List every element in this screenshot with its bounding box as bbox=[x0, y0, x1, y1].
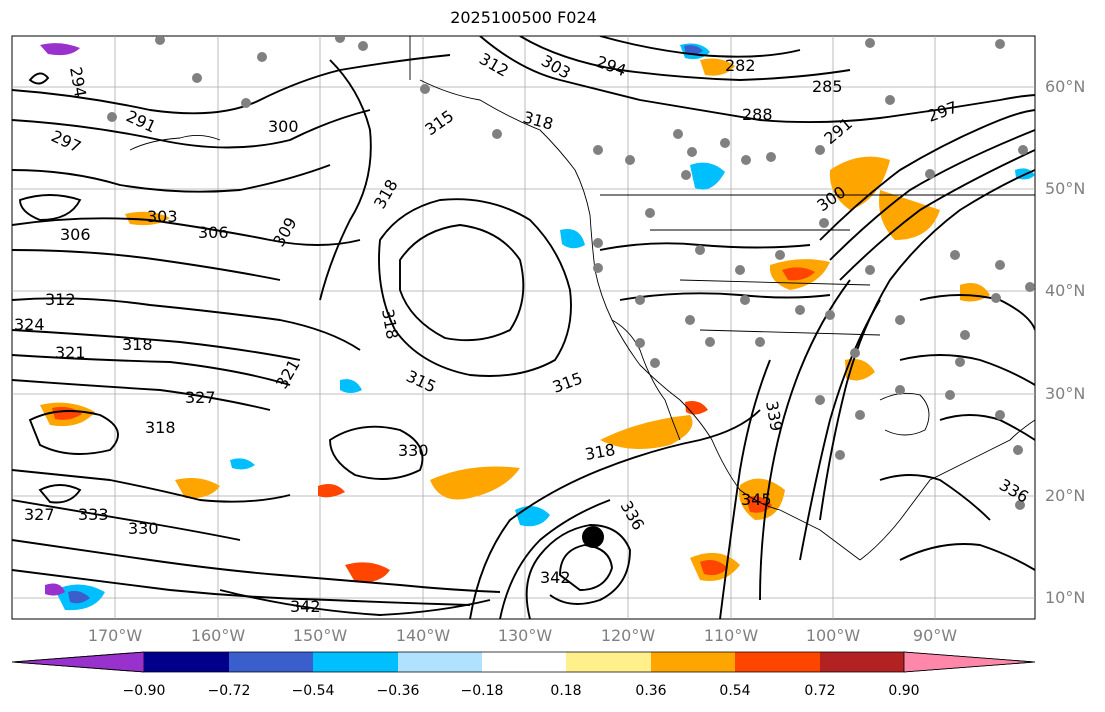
contour-label: 318 bbox=[145, 418, 176, 437]
lon-label: 100°W bbox=[805, 626, 861, 645]
lat-label: 50°N bbox=[1045, 179, 1086, 198]
colorbar-tick-label: 0.90 bbox=[888, 683, 920, 699]
station-markers bbox=[107, 36, 1035, 510]
colorbar-tick-label: 0.54 bbox=[719, 683, 751, 699]
colorbar-tick-label: −0.72 bbox=[207, 683, 251, 699]
colorbar-swatch bbox=[903, 651, 1036, 673]
contour-label: 327 bbox=[185, 388, 216, 407]
contour-label: 333 bbox=[78, 505, 109, 524]
lon-label: 110°W bbox=[703, 626, 759, 645]
graticule bbox=[12, 36, 1035, 619]
colorbar-swatch bbox=[11, 651, 145, 673]
contour-label: 300 bbox=[268, 117, 299, 136]
contour-label: 342 bbox=[290, 597, 321, 616]
contour-label: 312 bbox=[45, 290, 76, 309]
colorbar bbox=[11, 651, 1036, 673]
colorbar-swatch bbox=[229, 652, 313, 672]
storm-center-marker bbox=[582, 526, 604, 548]
coastlines bbox=[129, 36, 1035, 561]
contour-label: 306 bbox=[60, 225, 91, 244]
colorbar-swatch bbox=[566, 652, 651, 672]
lon-label: 150°W bbox=[292, 626, 348, 645]
colorbar-tick-label: 0.72 bbox=[804, 683, 836, 699]
colorbar-tick-label: −0.36 bbox=[376, 683, 420, 699]
colorbar-swatch bbox=[651, 652, 735, 672]
contour-label: 330 bbox=[398, 441, 429, 460]
contour-label: 330 bbox=[128, 519, 159, 538]
lat-label: 10°N bbox=[1045, 588, 1086, 607]
contour-label: 342 bbox=[540, 568, 571, 587]
colorbar-tick-label: 0.18 bbox=[550, 683, 582, 699]
colorbar-swatch bbox=[820, 652, 904, 672]
colorbar-swatch bbox=[735, 652, 820, 672]
contour-label: 282 bbox=[725, 56, 756, 75]
lon-label: 120°W bbox=[600, 626, 656, 645]
lon-label: 90°W bbox=[912, 626, 958, 645]
colorbar-swatch bbox=[313, 652, 398, 672]
colorbar-tick-label: −0.90 bbox=[122, 683, 166, 699]
lat-label: 40°N bbox=[1045, 281, 1086, 300]
contour-label: 345 bbox=[741, 490, 772, 509]
contour-label: 327 bbox=[24, 505, 55, 524]
contour-label: 303 bbox=[147, 207, 178, 226]
contour-label: 306 bbox=[198, 223, 229, 242]
colorbar-tick-label: −0.18 bbox=[460, 683, 504, 699]
lon-label: 170°W bbox=[87, 626, 143, 645]
colorbar-swatch bbox=[482, 652, 566, 672]
lat-label: 30°N bbox=[1045, 384, 1086, 403]
colorbar-swatch bbox=[144, 652, 229, 672]
lon-label: 160°W bbox=[190, 626, 246, 645]
lon-label: 140°W bbox=[395, 626, 451, 645]
colorbar-tick-label: −0.54 bbox=[291, 683, 335, 699]
contour-label: 324 bbox=[14, 315, 45, 334]
contour-label: 321 bbox=[55, 343, 86, 362]
colorbar-swatch bbox=[398, 652, 482, 672]
map-title: 2025100500 F024 bbox=[450, 8, 597, 27]
lat-label: 60°N bbox=[1045, 77, 1086, 96]
colorbar-tick-label: 0.36 bbox=[635, 683, 667, 699]
lat-label: 20°N bbox=[1045, 486, 1086, 505]
contour-label: 318 bbox=[122, 335, 153, 354]
contour-label: 285 bbox=[812, 77, 843, 96]
lon-label: 130°W bbox=[497, 626, 553, 645]
contour-label: 288 bbox=[742, 105, 773, 124]
